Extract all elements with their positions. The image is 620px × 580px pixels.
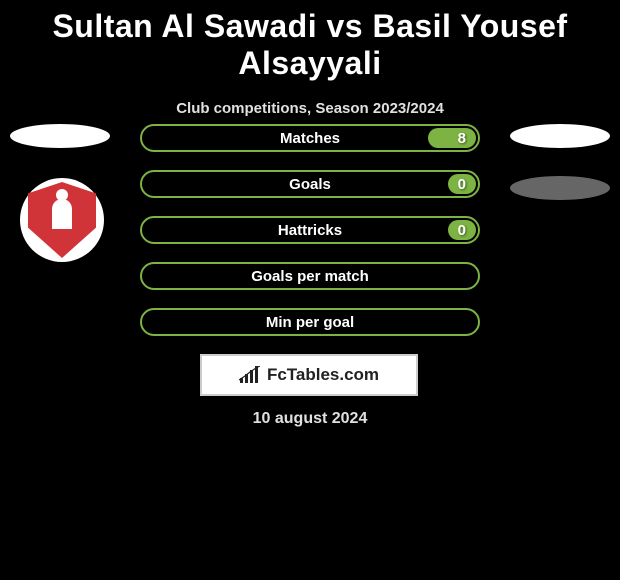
stat-row-min-per-goal: Min per goal	[140, 308, 480, 336]
stat-label: Hattricks	[278, 222, 342, 239]
club-badge-figure-icon	[52, 199, 72, 229]
stats-container: Matches 8 Goals 0 Hattricks 0 Goals per …	[140, 124, 480, 354]
stat-row-goals: Goals 0	[140, 170, 480, 198]
stat-row-hattricks: Hattricks 0	[140, 216, 480, 244]
stat-value: 0	[458, 222, 466, 239]
page-title: Sultan Al Sawadi vs Basil Yousef Alsayya…	[0, 0, 620, 82]
stat-label: Goals per match	[251, 268, 369, 285]
stat-value: 0	[458, 176, 466, 193]
watermark: FcTables.com	[200, 354, 418, 396]
player-right-avatar-placeholder	[510, 124, 610, 148]
watermark-text: FcTables.com	[267, 365, 379, 385]
stat-label: Goals	[289, 176, 331, 193]
stat-value: 8	[458, 130, 466, 147]
player-right-avatar-placeholder-2	[510, 176, 610, 200]
stat-row-goals-per-match: Goals per match	[140, 262, 480, 290]
stat-row-matches: Matches 8	[140, 124, 480, 152]
stat-label: Min per goal	[266, 314, 354, 331]
chart-icon	[239, 366, 261, 384]
stat-label: Matches	[280, 130, 340, 147]
club-badge-shield	[28, 182, 96, 258]
stat-fill	[428, 128, 476, 148]
subtitle: Club competitions, Season 2023/2024	[0, 100, 620, 117]
date-text: 10 august 2024	[0, 410, 620, 428]
club-badge	[20, 178, 104, 262]
player-left-avatar-placeholder	[10, 124, 110, 148]
